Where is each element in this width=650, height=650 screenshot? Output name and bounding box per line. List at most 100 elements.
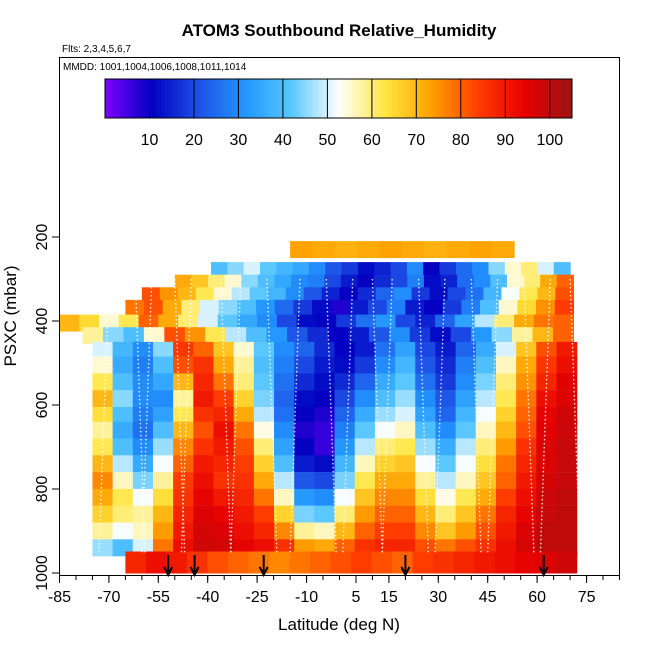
colorbar-segment	[251, 79, 256, 118]
heatmap-cell	[294, 472, 315, 490]
heatmap-cell	[495, 472, 517, 490]
heatmap-cell	[455, 407, 477, 424]
heatmap-cell	[495, 421, 517, 439]
colorbar-segment	[418, 79, 423, 118]
heatmap-cell	[274, 455, 295, 473]
heatmap-cell	[237, 299, 257, 317]
colorbar-segment	[478, 79, 483, 118]
heatmap-cell	[494, 551, 516, 574]
colorbar-segment	[318, 79, 323, 118]
heatmap-cell	[152, 438, 174, 456]
heatmap-cell	[253, 505, 275, 523]
colorbar-segment	[375, 79, 380, 118]
heatmap-cell	[354, 522, 376, 540]
flight-trace	[141, 278, 153, 555]
heatmap-cell	[395, 522, 416, 540]
heatmap-cell	[193, 455, 215, 473]
heatmap-cell	[253, 341, 275, 359]
heatmap-cell	[274, 505, 295, 523]
heatmap-cell	[552, 327, 574, 345]
heatmap-cell	[312, 299, 332, 317]
heatmap-cell	[268, 551, 291, 574]
heatmap-cell	[536, 488, 558, 506]
heatmap-cell	[374, 421, 396, 439]
heatmap-cell	[193, 421, 215, 439]
heatmap-cell	[455, 505, 477, 523]
colorbar-segment	[328, 79, 333, 118]
heatmap-cell	[368, 299, 388, 317]
colorbar-segment	[475, 79, 480, 118]
heatmap-cell	[294, 505, 315, 523]
heatmap-cell	[218, 299, 238, 317]
heatmap-cell	[132, 455, 154, 473]
heatmap-cell	[334, 356, 356, 374]
heatmap-cell	[233, 356, 255, 374]
colorbar-segment	[438, 79, 443, 118]
colorbar-segment	[565, 79, 570, 118]
heatmap-cell	[193, 356, 215, 374]
heatmap-cell	[354, 421, 376, 439]
colorbar-segment	[431, 79, 436, 118]
colorbar-segment	[121, 79, 126, 118]
heatmap-cell	[145, 551, 168, 574]
heatmap-cell	[516, 455, 537, 473]
colorbar-tick-label: 90	[496, 132, 514, 149]
colorbar-segment	[141, 79, 146, 118]
colorbar-segment	[188, 79, 193, 118]
flight-trace	[289, 278, 301, 555]
colorbar-segment	[361, 79, 366, 118]
colorbar-segment	[231, 79, 236, 118]
heatmap-cell	[290, 241, 314, 259]
heatmap-cell	[435, 373, 457, 391]
colorbar-segment	[321, 79, 326, 118]
heatmap-cell	[253, 407, 275, 424]
heatmap-cell	[132, 438, 154, 456]
heatmap-cell	[334, 455, 356, 473]
colorbar-segment	[311, 79, 316, 118]
colorbar-segment	[518, 79, 523, 118]
heatmap-cell	[395, 421, 416, 439]
heatmap-cell	[152, 356, 174, 374]
heatmap-cell	[132, 341, 154, 359]
heatmap-cell	[92, 421, 114, 439]
heatmap-cell	[112, 522, 134, 540]
heatmap-cell	[455, 390, 477, 408]
heatmap-cell	[132, 356, 154, 374]
flight-trace	[381, 278, 393, 555]
colorbar-segment	[345, 79, 350, 118]
heatmap-cell	[395, 472, 416, 490]
heatmap-cell	[354, 407, 376, 424]
heatmap-cell	[193, 390, 215, 408]
colorbar-segment	[245, 79, 249, 118]
x-tick-label: 45	[479, 589, 497, 606]
colorbar-segment	[201, 79, 206, 118]
colorbar-segment	[535, 79, 540, 118]
heatmap-cell	[193, 472, 215, 490]
colorbar-segment	[228, 79, 233, 118]
colorbar-segment	[561, 79, 566, 118]
heatmap-cell	[435, 341, 457, 359]
heatmap-cell	[253, 522, 275, 540]
heatmap-cell	[402, 241, 426, 259]
y-axis-label: PSXC (mbar)	[1, 265, 20, 366]
heatmap-cell	[233, 522, 255, 540]
colorbar-segment	[288, 79, 293, 118]
x-tick-label: 30	[429, 589, 447, 606]
colorbar-segment	[365, 79, 370, 118]
flight-trace	[434, 278, 446, 555]
heatmap-cell	[132, 472, 154, 490]
heatmap-cell	[274, 438, 295, 456]
heatmap-cell	[334, 407, 356, 424]
heatmap-cell	[491, 327, 513, 345]
colorbar-segment	[198, 79, 203, 118]
y-axis: 200 400 600 800 1000	[34, 224, 60, 591]
heatmap-cell	[516, 505, 537, 523]
arrow-layer	[163, 555, 549, 578]
flight-trace	[180, 278, 192, 555]
flight-trace	[325, 278, 337, 555]
heatmap-cell	[310, 551, 332, 574]
heatmap-cell	[424, 299, 444, 317]
colorbar-segment	[138, 79, 143, 118]
heatmap-cell	[354, 438, 376, 456]
heatmap-cell	[446, 241, 470, 259]
